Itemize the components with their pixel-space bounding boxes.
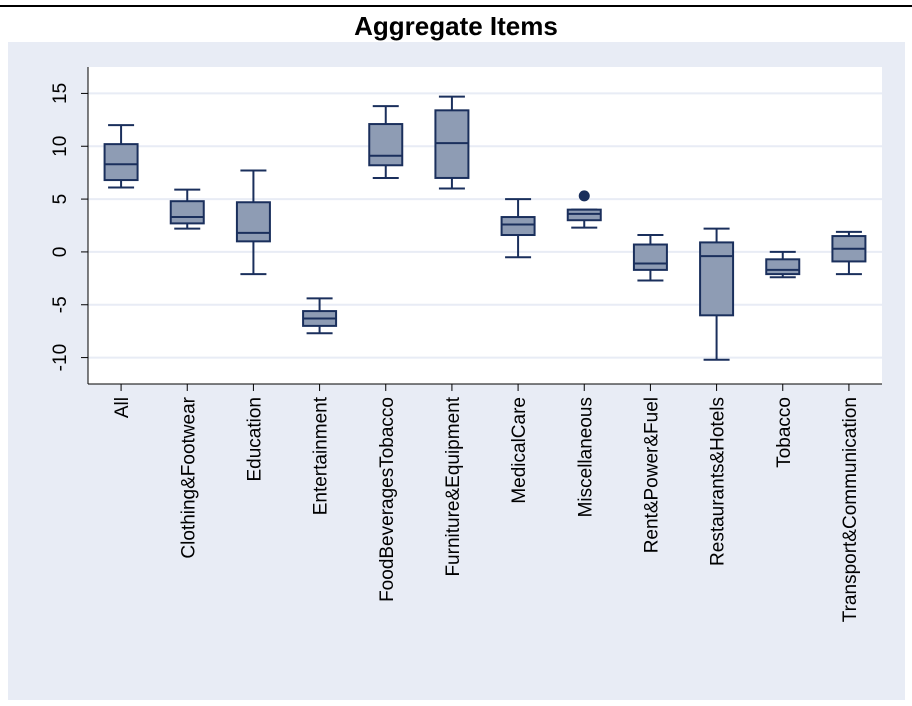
x-tick-label: Entertainment (311, 396, 332, 515)
x-tick-label: Tobacco (774, 397, 795, 468)
y-tick-label: 5 (50, 194, 71, 205)
chart-title: Aggregate Items (354, 11, 558, 41)
x-tick-label: Education (244, 397, 265, 482)
y-tick-label: 15 (50, 83, 71, 104)
top-rule (0, 5, 912, 7)
y-tick-label: 0 (50, 247, 71, 258)
x-tick-label: Restaurants&Hotels (708, 397, 729, 566)
box-7 (566, 208, 602, 222)
box-5 (434, 109, 470, 179)
box-10 (765, 258, 801, 276)
outlier-point (578, 190, 590, 202)
box-8 (632, 243, 668, 271)
x-tick-label: Clothing&Footwear (178, 396, 199, 558)
x-tick-label: Rent&Power&Fuel (641, 397, 662, 553)
x-tick-label: FoodBeveragesTobacco (377, 397, 398, 602)
box-1 (169, 200, 205, 225)
box-4 (368, 123, 404, 167)
x-tick-label: Miscellaneous (575, 397, 596, 517)
x-tick-label: Transport&Communication (840, 397, 861, 622)
box-plot-chart: -10 -5 0 5 10 15 All Clothing&Footwear Education… (50, 67, 882, 622)
x-tick-label: Furniture&Equipment (443, 396, 464, 576)
box-0 (103, 143, 139, 182)
y-tick-label: -5 (50, 296, 71, 313)
x-tick-label: MedicalCare (509, 397, 530, 504)
y-tick-label: -10 (50, 344, 71, 371)
y-tick-label: 10 (50, 136, 71, 157)
x-tick-label: All (112, 397, 133, 418)
box-6 (500, 216, 536, 237)
plot-area (88, 67, 882, 384)
box-2 (235, 201, 271, 243)
box-9 (699, 241, 735, 317)
chart-background: -10 -5 0 5 10 15 All Clothing&Footwear Education… (8, 42, 905, 700)
